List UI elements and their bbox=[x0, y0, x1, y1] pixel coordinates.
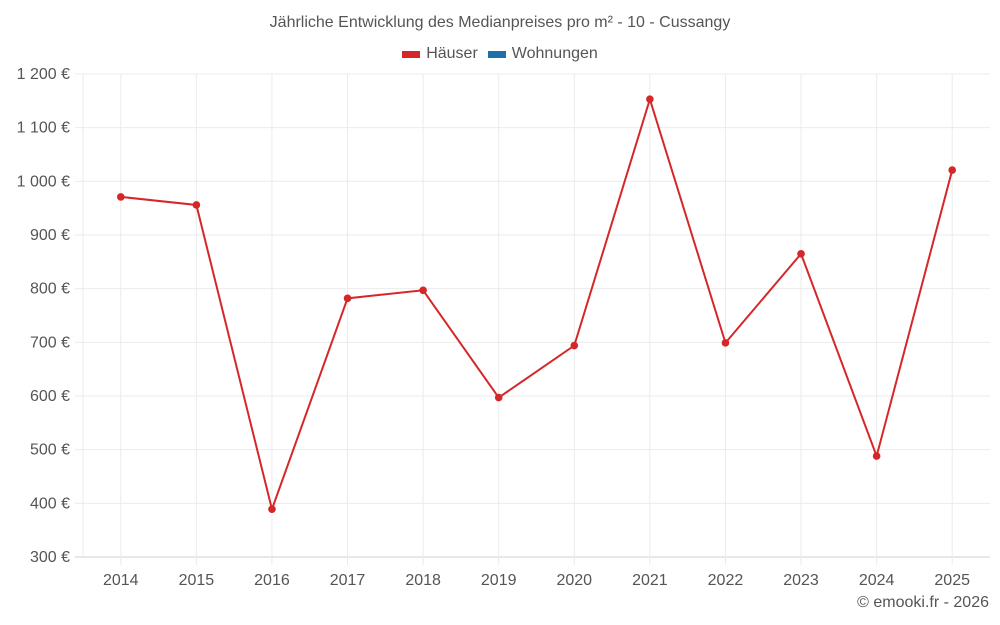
legend-swatch-haeuser bbox=[402, 50, 421, 58]
y-tick-label: 900 € bbox=[30, 227, 70, 244]
chart-title: Jährliche Entwicklung des Medianpreises … bbox=[269, 14, 731, 31]
x-tick-label: 2020 bbox=[556, 572, 592, 589]
y-tick-label: 1 200 € bbox=[17, 66, 70, 83]
x-tick-label: 2015 bbox=[179, 572, 215, 589]
x-tick-label: 2018 bbox=[405, 572, 441, 589]
y-tick-label: 400 € bbox=[30, 495, 70, 512]
legend-label-haeuser: Häuser bbox=[426, 45, 478, 62]
y-tick-label: 300 € bbox=[30, 549, 70, 566]
y-tick-label: 800 € bbox=[30, 281, 70, 298]
data-point[interactable] bbox=[192, 201, 201, 209]
y-tick-label: 500 € bbox=[30, 442, 70, 459]
legend-item-wohnungen[interactable]: Wohnungen bbox=[487, 45, 598, 63]
x-tick-label: 2025 bbox=[934, 572, 970, 589]
x-tick-label: 2023 bbox=[783, 572, 819, 589]
legend-label-wohnungen: Wohnungen bbox=[511, 45, 598, 62]
x-tick-label: 2022 bbox=[708, 572, 744, 589]
data-point[interactable] bbox=[570, 341, 579, 350]
data-point[interactable] bbox=[872, 452, 881, 460]
y-tick-label: 1 000 € bbox=[17, 173, 70, 190]
legend-item-haeuser[interactable]: Häuser bbox=[402, 45, 478, 63]
y-tick-label: 600 € bbox=[30, 388, 70, 405]
x-tick-label: 2016 bbox=[254, 572, 290, 589]
data-point[interactable] bbox=[948, 166, 957, 174]
x-tick-label: 2024 bbox=[859, 572, 895, 589]
copyright-credit: © emooki.fr - 2026 bbox=[857, 594, 989, 611]
x-tick-label: 2014 bbox=[103, 572, 139, 589]
legend: Häuser Wohnungen bbox=[0, 45, 1000, 63]
data-point[interactable] bbox=[721, 339, 730, 347]
data-point[interactable] bbox=[419, 286, 427, 295]
x-tick-label: 2017 bbox=[330, 572, 366, 589]
data-point[interactable] bbox=[268, 505, 276, 514]
x-tick-label: 2021 bbox=[632, 572, 668, 589]
data-point[interactable] bbox=[494, 393, 503, 402]
data-point[interactable] bbox=[343, 294, 352, 303]
data-point[interactable] bbox=[646, 95, 654, 104]
y-tick-label: 700 € bbox=[30, 334, 70, 351]
data-point[interactable] bbox=[116, 193, 125, 201]
legend-swatch-wohnungen bbox=[487, 50, 506, 58]
series-line bbox=[120, 95, 954, 513]
x-tick-label: 2019 bbox=[481, 572, 517, 589]
y-tick-label: 1 100 € bbox=[17, 120, 70, 137]
data-point[interactable] bbox=[797, 249, 805, 258]
